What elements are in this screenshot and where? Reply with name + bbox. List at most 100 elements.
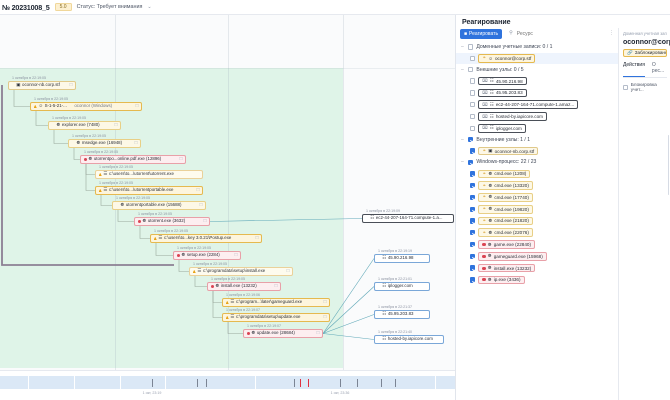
- resource-chip[interactable]: ⌧ ☷ iplogger.com: [478, 124, 526, 133]
- filter-icon[interactable]: ⋮: [609, 30, 614, 37]
- node-menu-icon[interactable]: □: [316, 330, 320, 336]
- resource-chip[interactable]: ⌧ ☷ 45.90.216.98: [478, 76, 527, 86]
- resource-row[interactable]: ⚭ ☸ cmd.exe (21820): [456, 215, 618, 227]
- resource-row[interactable]: ⌧ ☷ hosted-by.iapicore.com: [456, 111, 618, 123]
- resource-row[interactable]: ⚭ ☸ cmd.exe (17740): [456, 192, 618, 204]
- resource-group[interactable]: – Windows-процесс: 22 / 23: [456, 157, 618, 168]
- graph-node[interactable]: ☷ hosted-by.iapicore.com: [374, 335, 444, 344]
- graph-node[interactable]: ☸ utorrent.exe (3632) □: [134, 217, 210, 226]
- resource-checkbox[interactable]: [470, 90, 476, 96]
- resource-search[interactable]: ⚲: [505, 29, 606, 39]
- resource-checkbox[interactable]: [470, 277, 476, 283]
- resource-row[interactable]: ⚭ ☸ cmd.exe (19820): [456, 203, 618, 215]
- graph-node[interactable]: ☰ c:\users\to...\utorrent\utorrent.exe: [95, 170, 203, 179]
- resource-group[interactable]: – Внешние узлы: 0 / 5: [456, 64, 618, 75]
- resource-chip[interactable]: ⚭ ▣ oconnor-nb.corp.stf: [478, 146, 539, 156]
- resource-chip[interactable]: ☸ install.exe (13232): [478, 263, 536, 273]
- node-menu-icon[interactable]: □: [114, 122, 118, 128]
- resource-checkbox[interactable]: [470, 218, 476, 224]
- graph-node[interactable]: ☸ utorrentpo...online.pdf.exe (12896) □: [80, 155, 186, 164]
- timeline-track[interactable]: [0, 376, 455, 389]
- graph-node[interactable]: ☸ update.exe (28684) □: [243, 329, 323, 338]
- graph-node[interactable]: ☷ 45.95.203.83: [374, 310, 430, 319]
- timeline-scrubber[interactable]: 1 окт, 23:19 1 окт, 23:36: [0, 370, 455, 400]
- resource-chip[interactable]: ⚭ ☸ cmd.exe (1208): [478, 169, 531, 179]
- attack-graph-canvas[interactable]: 1 октября в 22:19:05 ▣ oconnor-nb.corp.stf…: [0, 15, 455, 370]
- resource-chip[interactable]: ⌧ ☷ hosted-by.iapicore.com: [478, 112, 547, 121]
- graph-node[interactable]: ☺ S-1-5-21-... oconnor (Windows) □: [30, 102, 142, 111]
- group-checkbox[interactable]: [468, 159, 474, 166]
- resource-row[interactable]: ⌧ ☷ 45.90.216.98: [456, 75, 618, 87]
- node-menu-icon[interactable]: □: [274, 283, 278, 289]
- node-menu-icon[interactable]: □: [199, 202, 203, 208]
- resource-row[interactable]: ⚭ ▣ oconnor-nb.corp.stf: [456, 145, 618, 157]
- graph-node[interactable]: ☸ msedge.exe (16948) □: [68, 139, 141, 148]
- resource-chip[interactable]: ☸ gameguard.exe (15968): [478, 252, 547, 261]
- resource-chip[interactable]: ⌧ ☷ 45.95.203.83: [478, 88, 527, 98]
- resource-row[interactable]: ⌧ ☷ ec2-44-207-164-71.compute-1.amaz...: [456, 99, 618, 111]
- resource-chip[interactable]: ⚭ ☸ cmd.exe (19820): [478, 204, 533, 214]
- resource-checkbox[interactable]: [470, 55, 476, 62]
- resource-chip[interactable]: ☸ ip.exe (3436): [478, 275, 525, 285]
- group-checkbox[interactable]: [468, 67, 474, 73]
- graph-node[interactable]: ☷ iplogger.com: [374, 282, 430, 291]
- node-menu-icon[interactable]: □: [323, 299, 327, 305]
- graph-node[interactable]: ☸ install.exe (13232) □: [207, 282, 281, 291]
- node-menu-icon[interactable]: □: [69, 82, 73, 88]
- incident-status-label[interactable]: Статус: Требует внимания: [76, 4, 143, 10]
- resource-row[interactable]: ⌧ ☷ iplogger.com: [456, 122, 618, 134]
- tree-scrollbar[interactable]: [667, 135, 670, 195]
- detail-action-option[interactable]: Блокировка учет...: [623, 83, 667, 93]
- resource-chip[interactable]: ⚭ ☸ cmd.exe (17740): [478, 193, 533, 202]
- expand-collapse-icon[interactable]: –: [461, 66, 464, 73]
- search-input[interactable]: [514, 29, 602, 38]
- resource-chip[interactable]: ☸ game.exe (22840): [478, 240, 535, 249]
- graph-node[interactable]: ☸ utorrentportable.exe (15688) □: [112, 201, 206, 210]
- graph-node[interactable]: ☰ c:\program...\later\gameguard.exe □: [222, 298, 330, 307]
- resource-checkbox[interactable]: [470, 182, 476, 189]
- node-menu-icon[interactable]: □: [135, 103, 139, 109]
- resource-chip[interactable]: ⚭ ☸ cmd.exe (21820): [478, 216, 533, 226]
- node-menu-icon[interactable]: □: [179, 156, 183, 162]
- resource-chip[interactable]: ⌧ ☷ ec2-44-207-164-71.compute-1.amaz...: [478, 100, 579, 110]
- expand-collapse-icon[interactable]: –: [461, 159, 464, 166]
- graph-node[interactable]: ▣ oconnor-nb.corp.stf □: [8, 81, 76, 90]
- resource-row[interactable]: ⚭ ☺ oconnor@corp.stf: [456, 52, 618, 65]
- resource-row[interactable]: ⚭ ☸ cmd.exe (13320): [456, 180, 618, 192]
- group-checkbox[interactable]: [468, 44, 474, 50]
- expand-collapse-icon[interactable]: –: [461, 44, 464, 50]
- resource-checkbox[interactable]: [470, 230, 476, 236]
- node-menu-icon[interactable]: □: [234, 252, 238, 258]
- node-menu-icon[interactable]: □: [323, 314, 327, 320]
- resource-checkbox[interactable]: [470, 194, 476, 201]
- tab-about[interactable]: О рес...: [651, 62, 665, 75]
- graph-node[interactable]: ☰ c:\programdata\setup\install.exe □: [189, 267, 293, 276]
- resource-checkbox[interactable]: [470, 171, 476, 177]
- resource-row[interactable]: ☸ game.exe (22840): [456, 239, 618, 251]
- node-menu-icon[interactable]: □: [255, 235, 259, 241]
- graph-node[interactable]: ☰ c:\users\to...\utorrentportable.exe □: [95, 186, 203, 195]
- resource-tree[interactable]: – Доменные учетные записи: 0 / 1 ⚭ ☺ oconnor…: [456, 42, 618, 400]
- node-menu-icon[interactable]: □: [286, 268, 290, 274]
- graph-node[interactable]: ☷ 45.90.216.98: [374, 254, 430, 263]
- group-checkbox[interactable]: [468, 136, 474, 143]
- checkbox-icon[interactable]: [623, 85, 628, 91]
- resource-row[interactable]: ☸ gameguard.exe (15968): [456, 250, 618, 262]
- resource-chip[interactable]: ⚭ ☺ oconnor@corp.stf: [478, 54, 536, 63]
- resource-checkbox[interactable]: [470, 253, 476, 260]
- graph-node[interactable]: ☰ c:\users\to...key 3.0.21\Postup.exe □: [150, 234, 262, 243]
- resource-checkbox[interactable]: [470, 206, 476, 212]
- resource-group[interactable]: – Внутренние узлы: 1 / 1: [456, 134, 618, 145]
- tab-actions[interactable]: Действия: [623, 62, 645, 77]
- resource-checkbox[interactable]: [470, 125, 476, 131]
- graph-node[interactable]: ☷ ec2-44-207-164-71.compute-1.a...: [362, 214, 454, 223]
- graph-node[interactable]: ☰ c:\programdata\setup\update.exe □: [222, 313, 330, 322]
- resource-checkbox[interactable]: [470, 102, 476, 108]
- resource-chip[interactable]: ⚭ ☸ cmd.exe (22076): [478, 228, 533, 238]
- resource-group[interactable]: – Доменные учетные записи: 0 / 1: [456, 42, 618, 53]
- resource-checkbox[interactable]: [470, 78, 476, 84]
- node-menu-icon[interactable]: □: [196, 187, 200, 193]
- resource-row[interactable]: ⚭ ☸ cmd.exe (1208): [456, 168, 618, 180]
- node-menu-icon[interactable]: □: [134, 140, 138, 146]
- resource-row[interactable]: ⌧ ☷ 45.95.203.83: [456, 87, 618, 99]
